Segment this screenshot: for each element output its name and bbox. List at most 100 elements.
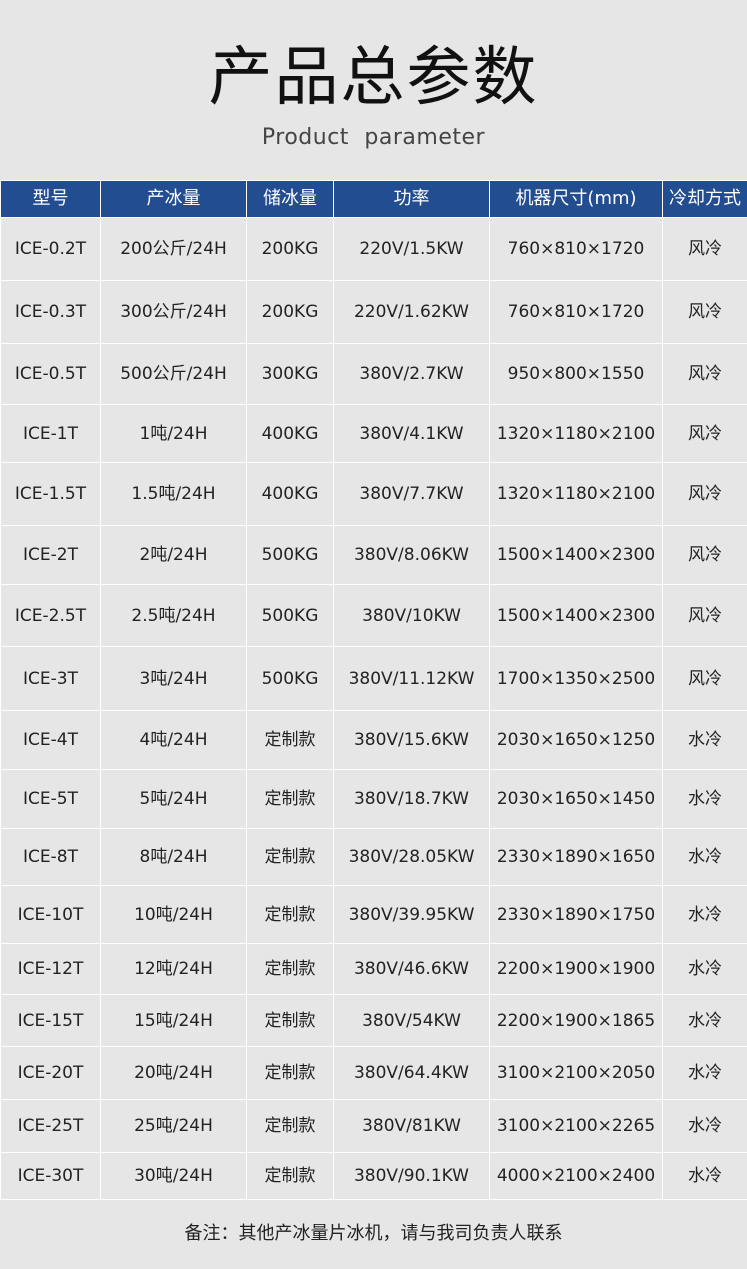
table-row: ICE-1T 1吨/24H 400KG 380V/4.1KW 1320×1180×210… xyxy=(0,404,747,463)
table-cell: 定制款 xyxy=(246,885,334,944)
table-cell: ICE-1T xyxy=(0,404,101,463)
table-row: ICE-30T 30吨/24H 定制款 380V/90.1KW 4000×2100×24… xyxy=(0,1152,747,1200)
table-cell: 950×800×1550 xyxy=(489,343,663,405)
table-cell: 200公斤/24H xyxy=(100,217,247,281)
table-row: ICE-3T 3吨/24H 500KG 380V/11.12KW 1700×1350×2… xyxy=(0,646,747,711)
table-cell: 风冷 xyxy=(662,217,747,281)
table-cell: ICE-8T xyxy=(0,828,101,886)
column-header: 机器尺寸(mm) xyxy=(489,180,663,218)
table-cell: 200KG xyxy=(246,217,334,281)
table-cell: 500KG xyxy=(246,646,334,711)
table-row: ICE-8T 8吨/24H 定制款 380V/28.05KW 2330×1890×165… xyxy=(0,828,747,886)
table-cell: 500KG xyxy=(246,584,334,647)
table-cell: 水冷 xyxy=(662,1046,747,1100)
column-header: 冷却方式 xyxy=(662,180,747,218)
table-cell: 1.5吨/24H xyxy=(100,462,247,526)
table-cell: 30吨/24H xyxy=(100,1152,247,1200)
table-cell: 水冷 xyxy=(662,769,747,829)
column-header: 产冰量 xyxy=(100,180,247,218)
table-cell: 水冷 xyxy=(662,943,747,995)
table-cell: 220V/1.62KW xyxy=(333,280,490,344)
table-cell: ICE-3T xyxy=(0,646,101,711)
table-cell: ICE-2.5T xyxy=(0,584,101,647)
table-cell: 3100×2100×2265 xyxy=(489,1099,663,1153)
table-cell: 2200×1900×1900 xyxy=(489,943,663,995)
table-cell: 10吨/24H xyxy=(100,885,247,944)
table-cell: 760×810×1720 xyxy=(489,217,663,281)
table-row: ICE-10T 10吨/24H 定制款 380V/39.95KW 2330×1890×1… xyxy=(0,885,747,944)
table-cell: 水冷 xyxy=(662,994,747,1047)
table-cell: 380V/7.7KW xyxy=(333,462,490,526)
table-cell: ICE-20T xyxy=(0,1046,101,1100)
column-header: 型号 xyxy=(0,180,101,218)
table-cell: 25吨/24H xyxy=(100,1099,247,1153)
table-cell: 400KG xyxy=(246,462,334,526)
table-cell: 定制款 xyxy=(246,1046,334,1100)
footer-note: 备注：其他产冰量片冰机，请与我司负责人联系 xyxy=(184,1223,563,1244)
table-cell: 风冷 xyxy=(662,584,747,647)
table-row: ICE-4T 4吨/24H 定制款 380V/15.6KW 2030×1650×1250… xyxy=(0,710,747,770)
table-cell: ICE-2T xyxy=(0,525,101,585)
table-cell: ICE-5T xyxy=(0,769,101,829)
table-row: ICE-20T 20吨/24H 定制款 380V/64.4KW 3100×2100×20… xyxy=(0,1046,747,1100)
column-header: 功率 xyxy=(333,180,490,218)
table-cell: 2330×1890×1650 xyxy=(489,828,663,886)
table-cell: 380V/39.95KW xyxy=(333,885,490,944)
table-cell: 300公斤/24H xyxy=(100,280,247,344)
table-cell: 1500×1400×2300 xyxy=(489,525,663,585)
table-cell: 定制款 xyxy=(246,994,334,1047)
table-cell: 2200×1900×1865 xyxy=(489,994,663,1047)
table-cell: 500公斤/24H xyxy=(100,343,247,405)
table-cell: 水冷 xyxy=(662,1099,747,1153)
table-cell: 风冷 xyxy=(662,646,747,711)
table-cell: 1320×1180×2100 xyxy=(489,462,663,526)
table-cell: 2.5吨/24H xyxy=(100,584,247,647)
parameter-table: 型号 产冰量 储冰量 功率 机器尺寸(mm) 冷却方式 ICE-0.2T 200公斤/24H… xyxy=(0,180,747,1200)
table-cell: 风冷 xyxy=(662,280,747,344)
table-cell: 380V/54KW xyxy=(333,994,490,1047)
table-cell: ICE-0.2T xyxy=(0,217,101,281)
table-cell: 380V/90.1KW xyxy=(333,1152,490,1200)
table-cell: 380V/2.7KW xyxy=(333,343,490,405)
table-cell: 2030×1650×1250 xyxy=(489,710,663,770)
table-cell: ICE-0.3T xyxy=(0,280,101,344)
table-header-row: 型号 产冰量 储冰量 功率 机器尺寸(mm) 冷却方式 xyxy=(0,180,747,218)
table-cell: 1500×1400×2300 xyxy=(489,584,663,647)
table-cell: 定制款 xyxy=(246,1099,334,1153)
table-cell: 水冷 xyxy=(662,710,747,770)
table-cell: ICE-1.5T xyxy=(0,462,101,526)
table-cell: 12吨/24H xyxy=(100,943,247,995)
table-cell: 380V/11.12KW xyxy=(333,646,490,711)
table-row: ICE-15T 15吨/24H 定制款 380V/54KW 2200×1900×1865… xyxy=(0,994,747,1047)
table-row: ICE-1.5T 1.5吨/24H 400KG 380V/7.7KW 1320×1180… xyxy=(0,462,747,526)
table-cell: 定制款 xyxy=(246,1152,334,1200)
table-cell: 380V/8.06KW xyxy=(333,525,490,585)
table-cell: 3100×2100×2050 xyxy=(489,1046,663,1100)
table-row: ICE-12T 12吨/24H 定制款 380V/46.6KW 2200×1900×19… xyxy=(0,943,747,995)
table-cell: 1320×1180×2100 xyxy=(489,404,663,463)
table-cell: ICE-10T xyxy=(0,885,101,944)
table-cell: 定制款 xyxy=(246,769,334,829)
table-cell: 4吨/24H xyxy=(100,710,247,770)
table-cell: 2330×1890×1750 xyxy=(489,885,663,944)
table-cell: 水冷 xyxy=(662,885,747,944)
table-cell: 2吨/24H xyxy=(100,525,247,585)
table-cell: 1吨/24H xyxy=(100,404,247,463)
table-row: ICE-25T 25吨/24H 定制款 380V/81KW 3100×2100×2265… xyxy=(0,1099,747,1153)
table-cell: 380V/46.6KW xyxy=(333,943,490,995)
table-cell: 380V/64.4KW xyxy=(333,1046,490,1100)
table-cell: 定制款 xyxy=(246,828,334,886)
column-header: 储冰量 xyxy=(246,180,334,218)
table-cell: 3吨/24H xyxy=(100,646,247,711)
page-title: 产品总参数 xyxy=(208,41,539,115)
table-cell: 15吨/24H xyxy=(100,994,247,1047)
table-cell: 400KG xyxy=(246,404,334,463)
table-cell: 380V/81KW xyxy=(333,1099,490,1153)
table-cell: ICE-4T xyxy=(0,710,101,770)
table-cell: 380V/15.6KW xyxy=(333,710,490,770)
table-row: ICE-2.5T 2.5吨/24H 500KG 380V/10KW 1500×1400×… xyxy=(0,584,747,647)
table-row: ICE-0.5T 500公斤/24H 300KG 380V/2.7KW 950×800×… xyxy=(0,343,747,405)
table-cell: 20吨/24H xyxy=(100,1046,247,1100)
table-cell: 4000×2100×2400 xyxy=(489,1152,663,1200)
table-cell: 380V/28.05KW xyxy=(333,828,490,886)
